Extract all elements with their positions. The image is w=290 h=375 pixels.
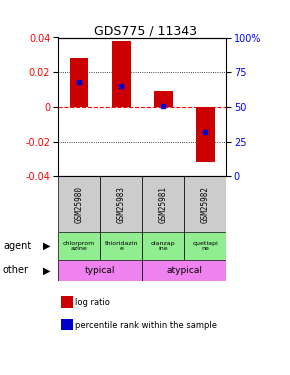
Text: log ratio: log ratio: [75, 298, 110, 307]
Text: other: other: [3, 266, 29, 276]
Text: chlorprom
azine: chlorprom azine: [63, 241, 95, 251]
Text: GSM25980: GSM25980: [75, 186, 84, 223]
Text: GSM25983: GSM25983: [117, 186, 126, 223]
Text: GDS775 / 11343: GDS775 / 11343: [93, 24, 197, 38]
FancyBboxPatch shape: [100, 176, 142, 232]
Text: ▶: ▶: [43, 266, 50, 276]
FancyBboxPatch shape: [184, 232, 226, 260]
FancyBboxPatch shape: [184, 176, 226, 232]
FancyBboxPatch shape: [100, 232, 142, 260]
FancyBboxPatch shape: [142, 232, 184, 260]
Bar: [196, 107, 215, 162]
Bar: [112, 41, 130, 107]
FancyBboxPatch shape: [58, 232, 100, 260]
Text: thioridazin
e: thioridazin e: [104, 241, 138, 251]
FancyBboxPatch shape: [58, 260, 142, 281]
Text: quetiapi
ne: quetiapi ne: [192, 241, 218, 251]
Text: GSM25981: GSM25981: [159, 186, 168, 223]
Text: GSM25982: GSM25982: [201, 186, 210, 223]
FancyBboxPatch shape: [142, 260, 226, 281]
Text: ▶: ▶: [43, 241, 50, 251]
Text: agent: agent: [3, 241, 31, 251]
Bar: [154, 91, 173, 107]
FancyBboxPatch shape: [58, 176, 100, 232]
FancyBboxPatch shape: [142, 176, 184, 232]
Text: olanzap
ine: olanzap ine: [151, 241, 175, 251]
Bar: [70, 58, 88, 107]
Text: atypical: atypical: [166, 266, 202, 275]
Text: percentile rank within the sample: percentile rank within the sample: [75, 321, 218, 330]
Text: typical: typical: [85, 266, 115, 275]
